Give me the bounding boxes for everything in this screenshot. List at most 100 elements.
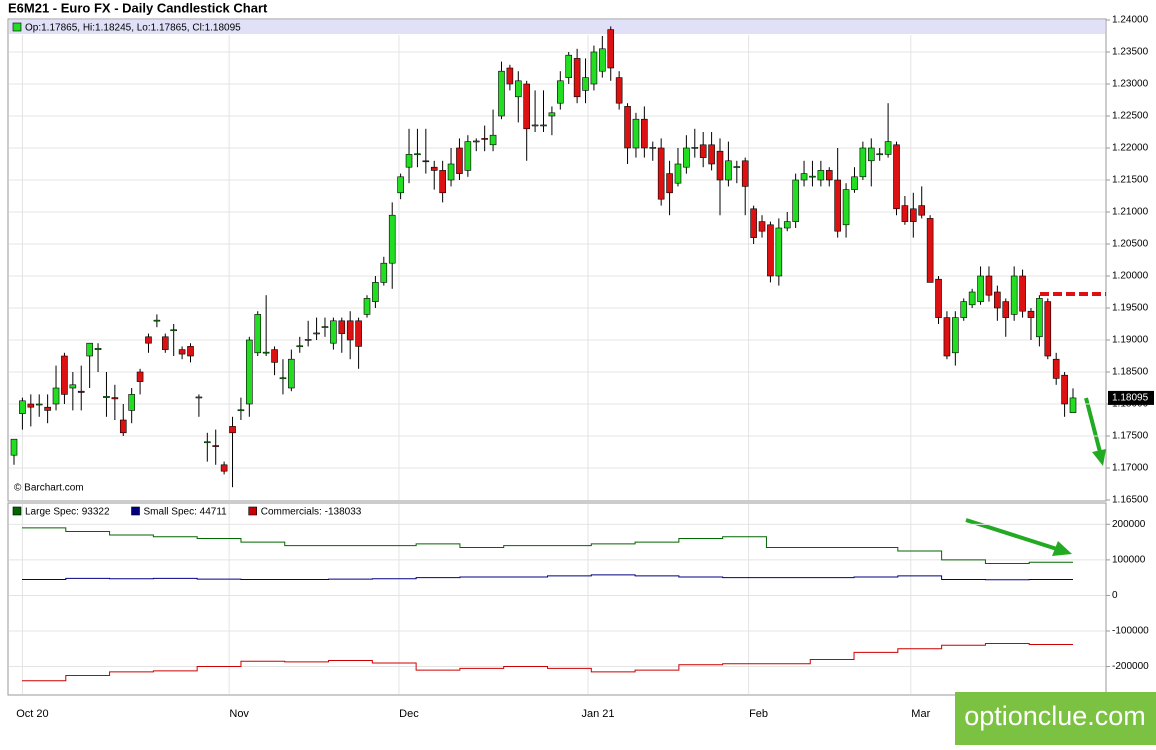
candle-body xyxy=(632,118,640,149)
candle-body xyxy=(825,170,833,181)
candle-body xyxy=(422,160,430,163)
x-tick-label: Nov xyxy=(229,708,249,720)
candle-body xyxy=(1027,310,1035,318)
candle-body xyxy=(204,441,211,444)
candle-body xyxy=(809,175,816,178)
candle-body xyxy=(641,118,648,149)
candle-body xyxy=(456,147,463,174)
candle-body xyxy=(35,403,43,406)
candle-body xyxy=(136,371,144,382)
candle-body xyxy=(288,358,295,389)
candle-body xyxy=(414,153,421,156)
candle-body xyxy=(573,58,581,98)
candle-body xyxy=(918,205,926,216)
candle-body xyxy=(649,147,657,149)
y-tick-label: 1.19000 xyxy=(1112,335,1149,346)
x-tick-label: Oct 20 xyxy=(16,708,48,720)
candle-body xyxy=(103,396,110,398)
candle-body xyxy=(615,77,623,104)
y-tick-label: 0 xyxy=(1112,590,1118,601)
candle-body xyxy=(1044,301,1052,357)
candle-body xyxy=(153,319,161,322)
y-tick-label: 1.16500 xyxy=(1112,495,1149,506)
candle-body xyxy=(246,339,253,405)
legend-swatch xyxy=(131,506,140,516)
legend-swatch xyxy=(12,506,22,516)
candle-body xyxy=(472,140,480,143)
watermark-box xyxy=(955,692,1156,745)
y-tick-label: 1.20000 xyxy=(1112,271,1149,282)
candle-body xyxy=(119,419,127,434)
y-tick-label: -200000 xyxy=(1112,661,1149,672)
candle-body xyxy=(61,355,68,395)
candle-body xyxy=(523,83,530,130)
candle-body xyxy=(380,262,388,283)
candle-body xyxy=(1061,374,1068,405)
candle-body xyxy=(44,406,51,411)
candle-body xyxy=(1019,275,1026,312)
y-tick-label: 1.18500 xyxy=(1112,367,1149,378)
candle-body xyxy=(910,208,917,222)
candle-body xyxy=(498,70,505,117)
y-tick-label: 1.19500 xyxy=(1112,303,1149,314)
candle-body xyxy=(304,339,312,341)
y-tick-label: 1.21000 xyxy=(1112,207,1149,218)
cot-panel xyxy=(7,502,1107,696)
candle-body xyxy=(834,179,841,232)
candle-body xyxy=(876,153,883,156)
candle-body xyxy=(338,320,346,334)
candle-body xyxy=(977,275,984,302)
step-line xyxy=(22,527,1073,564)
y-tick-label: 1.22500 xyxy=(1112,111,1149,122)
arrow-head xyxy=(1052,541,1072,556)
candle-body xyxy=(952,317,959,354)
candle-body xyxy=(674,163,682,184)
candle-body xyxy=(565,54,573,78)
candle-body xyxy=(582,77,589,91)
candle-body xyxy=(733,166,741,168)
candle-body xyxy=(439,170,446,194)
candle-body xyxy=(842,189,850,226)
step-line xyxy=(22,574,1073,581)
candle-body xyxy=(10,438,18,456)
candle-body xyxy=(330,320,337,344)
candle-body xyxy=(94,348,102,350)
candle-body xyxy=(397,176,404,194)
candle-body xyxy=(1069,397,1077,413)
candle-body xyxy=(464,141,472,171)
candle-body xyxy=(296,345,304,348)
candle-body xyxy=(943,317,951,357)
candle-body xyxy=(229,426,236,434)
y-tick-label: 1.17000 xyxy=(1112,463,1149,474)
candle-body xyxy=(657,147,665,200)
candle-body xyxy=(683,147,690,168)
candle-body xyxy=(666,173,673,194)
chart-title: E6M21 - Euro FX - Daily Candlestick Char… xyxy=(8,0,268,15)
candle-body xyxy=(69,384,77,389)
candle-body xyxy=(1052,358,1060,379)
candle-body xyxy=(884,141,892,155)
y-tick-label: -100000 xyxy=(1112,626,1149,637)
candle-body xyxy=(346,320,354,341)
candle-body xyxy=(767,224,774,277)
candle-body xyxy=(161,336,169,350)
candle-body xyxy=(481,138,488,140)
candle-body xyxy=(1002,301,1010,318)
candle-body xyxy=(52,387,60,405)
candle-body xyxy=(817,170,825,181)
y-tick-label: 200000 xyxy=(1112,519,1146,530)
candle-body xyxy=(557,80,564,104)
candle-body xyxy=(599,48,606,72)
y-tick-label: 1.17500 xyxy=(1112,431,1149,442)
candle-body xyxy=(926,218,934,283)
arrow xyxy=(1084,397,1102,453)
candle-body xyxy=(321,326,329,328)
candle-body xyxy=(893,144,900,210)
candle-body xyxy=(531,124,539,127)
candle-body xyxy=(187,346,194,357)
candle-body xyxy=(77,390,85,393)
candle-body xyxy=(514,80,522,98)
y-tick-label: 1.22000 xyxy=(1112,143,1149,154)
y-tick-label: 1.23500 xyxy=(1112,47,1149,58)
arrow xyxy=(965,518,1061,552)
